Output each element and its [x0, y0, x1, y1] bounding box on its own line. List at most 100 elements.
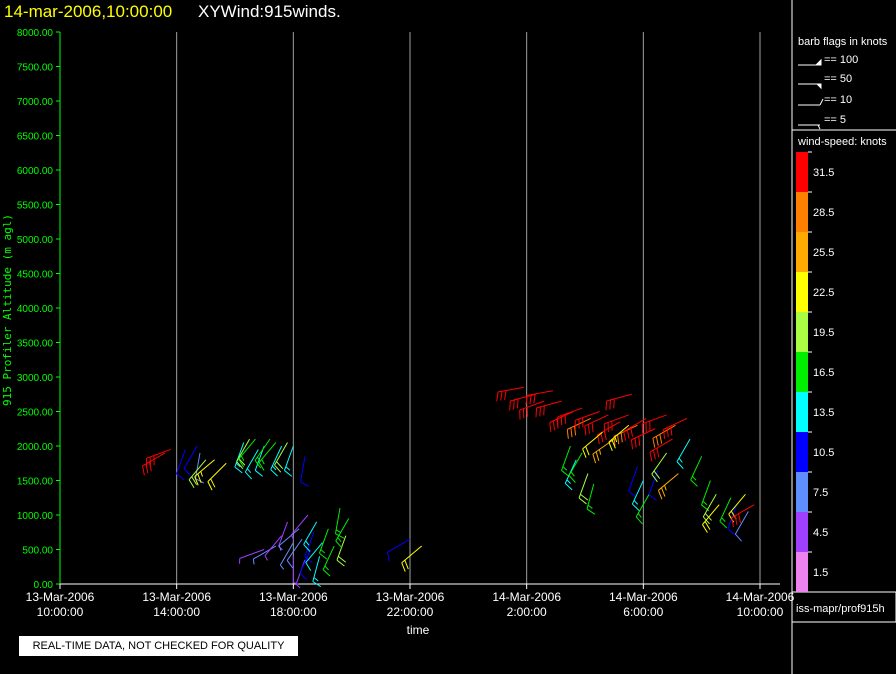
wind-barb	[274, 442, 288, 473]
barb-half-flag	[598, 449, 602, 455]
wind-barb	[322, 545, 335, 577]
barb-flag	[504, 390, 507, 400]
y-tick-label: 1000.00	[17, 511, 54, 522]
barb-flag	[513, 399, 515, 410]
barb-half-flag	[664, 485, 667, 491]
barb-flag	[580, 493, 589, 501]
wind-barb	[303, 521, 318, 552]
wind-barb	[651, 452, 668, 483]
barb-staff	[254, 438, 271, 461]
barb-flag	[270, 469, 278, 477]
barb-flag	[690, 479, 698, 487]
barb-staff	[194, 459, 215, 477]
barb-flag	[195, 478, 205, 484]
wind-barb	[608, 424, 630, 452]
barb-staff	[728, 493, 746, 515]
barb-half-flag	[240, 455, 245, 461]
barb-flag	[702, 524, 708, 533]
barb-flag	[591, 422, 594, 433]
barb-flag	[727, 528, 736, 536]
colorbar-title: wind-speed: knots	[798, 136, 887, 148]
wind-barb	[623, 417, 647, 441]
barb-flag	[183, 468, 191, 476]
colorbar-swatch	[796, 392, 808, 432]
wind-barb	[254, 438, 271, 469]
barb-flag	[335, 533, 345, 539]
barb-half-flag	[313, 577, 319, 582]
wind-barb	[292, 556, 299, 585]
colorbar-label: 25.5	[813, 247, 834, 259]
barb-staff	[568, 452, 583, 476]
barb-staff	[207, 462, 227, 482]
barb-half-flag	[235, 462, 241, 468]
wind-barb	[631, 480, 644, 511]
y-tick-label: 5500.00	[17, 201, 54, 212]
wind-barb	[557, 407, 583, 427]
barb-half-flag	[614, 436, 618, 443]
wind-barb	[386, 538, 411, 562]
barb-flag	[630, 427, 634, 437]
wind-barb	[731, 504, 755, 528]
wind-barb	[234, 442, 245, 474]
barb-flag	[574, 425, 577, 436]
wind-barb	[318, 528, 329, 560]
wind-barb	[628, 466, 638, 498]
colorbar-label: 4.5	[813, 527, 828, 539]
x-tick-label-date: 13-Mar-2006	[376, 590, 445, 604]
barb-flag	[586, 508, 596, 515]
wind-barbs	[141, 386, 755, 589]
barb-flag	[566, 429, 569, 439]
barb-staff	[631, 428, 656, 441]
wind-barb	[603, 414, 629, 434]
barb-staff	[290, 514, 309, 536]
barb-flag	[234, 466, 243, 474]
barb-half-flag	[252, 558, 255, 565]
colorbar-swatch	[796, 232, 808, 272]
wind-barb	[401, 545, 422, 572]
y-tick-label: 7500.00	[17, 63, 54, 74]
barb-half-flag	[272, 465, 277, 471]
barb-half-flag	[678, 457, 683, 463]
barb-flag	[141, 465, 145, 476]
barb-half-flag	[566, 479, 572, 485]
header-date: 14-mar-2006,10:00:00	[4, 2, 173, 21]
barb-staff	[690, 456, 703, 481]
colorbar-swatch	[796, 352, 808, 392]
y-axis-label: 915 Profiler Altitude (m agl)	[1, 214, 14, 406]
barb-flag	[322, 569, 331, 577]
barb-staff	[604, 414, 629, 425]
barb-staff	[270, 445, 283, 470]
barb-flag	[533, 393, 536, 404]
barb-legend-item: == 5	[824, 114, 847, 126]
x-tick-label-date: 14-Mar-2006	[609, 590, 678, 604]
barb-staff	[239, 549, 265, 559]
legend-barb-pennant	[814, 58, 822, 66]
barb-flag	[299, 572, 308, 580]
x-axis-ticks: 13-Mar-200610:00:0013-Mar-200614:00:0013…	[26, 584, 795, 619]
colorbar-swatch	[796, 152, 808, 192]
barb-staff	[663, 417, 688, 430]
barb-flag	[670, 425, 673, 436]
wind-barb	[183, 445, 198, 476]
barb-staff	[586, 483, 595, 510]
colorbar-swatch	[796, 472, 808, 512]
barb-flag	[653, 470, 661, 479]
barb-staff	[608, 424, 630, 443]
y-axis-ticks: 0.00 500.00 1000.00 1500.00 2000.00 2500.00 30…	[17, 28, 60, 591]
wind-barb	[264, 535, 283, 561]
x-tick-label-date: 13-Mar-2006	[26, 590, 95, 604]
barb-flag	[525, 395, 528, 405]
barb-flag	[638, 436, 641, 446]
wind-barb	[728, 493, 746, 523]
barb-flag	[561, 470, 570, 477]
wind-barb	[299, 549, 312, 580]
wind-barb	[649, 438, 673, 462]
x-tick-label-time: 10:00:00	[37, 605, 84, 619]
barb-half-flag	[587, 504, 593, 509]
barb-flag	[386, 552, 390, 562]
wind-barb	[299, 456, 310, 487]
barb-flag	[284, 470, 293, 477]
colorbar-swatch	[796, 552, 808, 592]
barb-flag	[656, 447, 660, 458]
barb-staff	[283, 445, 294, 471]
